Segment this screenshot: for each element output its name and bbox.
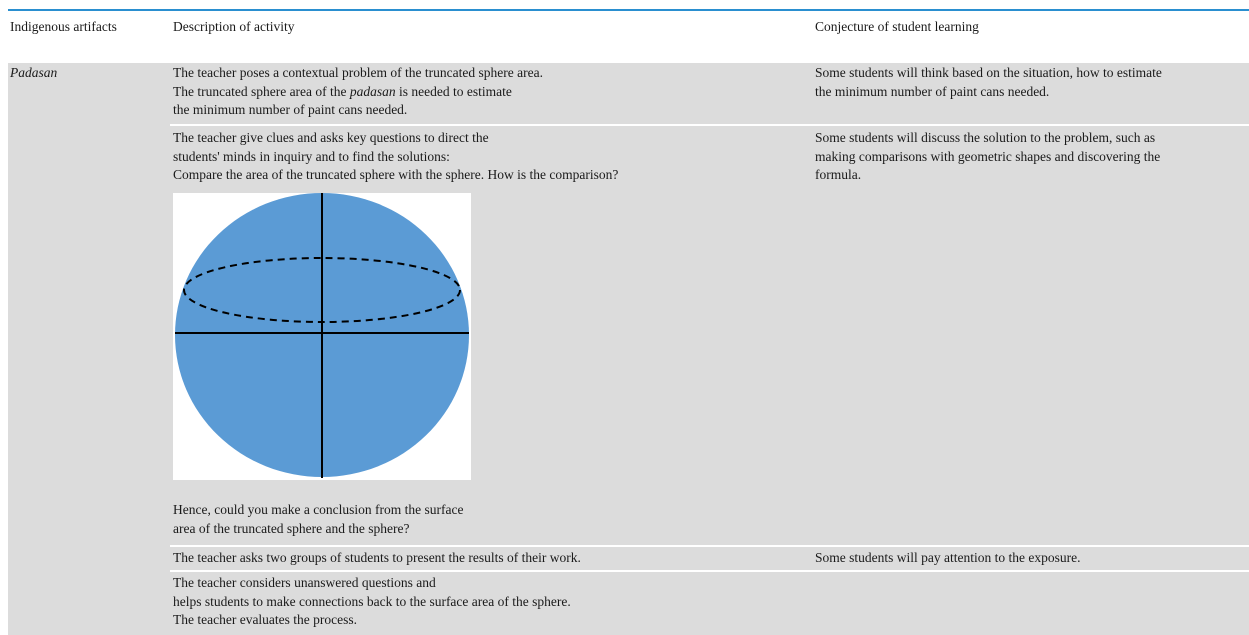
- text-line: The teacher evaluates the process.: [173, 612, 358, 627]
- text-line: Some students will discuss the solution …: [815, 130, 1156, 145]
- description-cell: The teacher poses a contextual problem o…: [173, 64, 543, 120]
- text-line: the minimum number of paint cans needed.: [173, 102, 408, 117]
- header-cell: Description of activity: [173, 19, 295, 34]
- text-line: Hence, could you make a conclusion from …: [173, 502, 464, 517]
- text-line: area of the truncated sphere and the sph…: [173, 520, 410, 536]
- text-line: formula.: [815, 167, 862, 182]
- header-cell: Conjecture of student learning: [815, 19, 979, 34]
- text-run: The truncated sphere area of the: [173, 83, 350, 99]
- text-line: The teacher give clues and asks key ques…: [173, 130, 489, 145]
- description-cell: The teacher give clues and asks key ques…: [173, 129, 618, 185]
- description-cell: The teacher considers unanswered questio…: [173, 574, 571, 630]
- conjecture-cell: Some students will discuss the solution …: [815, 129, 1160, 185]
- text-line: The truncated sphere area of the padasan…: [173, 83, 543, 102]
- conjecture-cell: Some students will think based on the si…: [815, 64, 1162, 101]
- text-line: Some students will think based on the si…: [815, 65, 1162, 80]
- description-cell-continued: Hence, could you make a conclusion from …: [173, 501, 464, 538]
- text-line: The teacher considers unanswered questio…: [173, 575, 436, 590]
- italic-run: padasan: [349, 83, 396, 99]
- conjecture-cell: Some students will pay attention to the …: [815, 549, 1080, 568]
- text-line: the minimum number of paint cans needed.: [815, 83, 1050, 99]
- top-rule: [8, 9, 1249, 11]
- text-line: Some students will pay attention to the …: [815, 550, 1081, 565]
- text-line: Compare the area of the truncated sphere…: [173, 167, 619, 182]
- text-line: helps students to make connections back …: [173, 593, 571, 609]
- description-cell: The teacher asks two groups of students …: [173, 549, 581, 568]
- text-line: The teacher poses a contextual problem o…: [173, 65, 543, 80]
- row-separator: [170, 570, 1249, 572]
- row-separator: [170, 124, 1249, 126]
- text-run: is needed to estimate: [395, 83, 512, 99]
- artifact-name: Padasan: [10, 65, 58, 80]
- sphere-figure: [173, 193, 471, 480]
- text-line: making comparisons with geometric shapes…: [815, 148, 1161, 164]
- text-line: The teacher asks two groups of students …: [173, 550, 581, 565]
- text-line: students' minds in inquiry and to find t…: [173, 148, 450, 164]
- row-separator: [170, 545, 1249, 547]
- header-cell: Indigenous artifacts: [10, 19, 117, 34]
- artifact-cell: Padasan: [10, 64, 57, 83]
